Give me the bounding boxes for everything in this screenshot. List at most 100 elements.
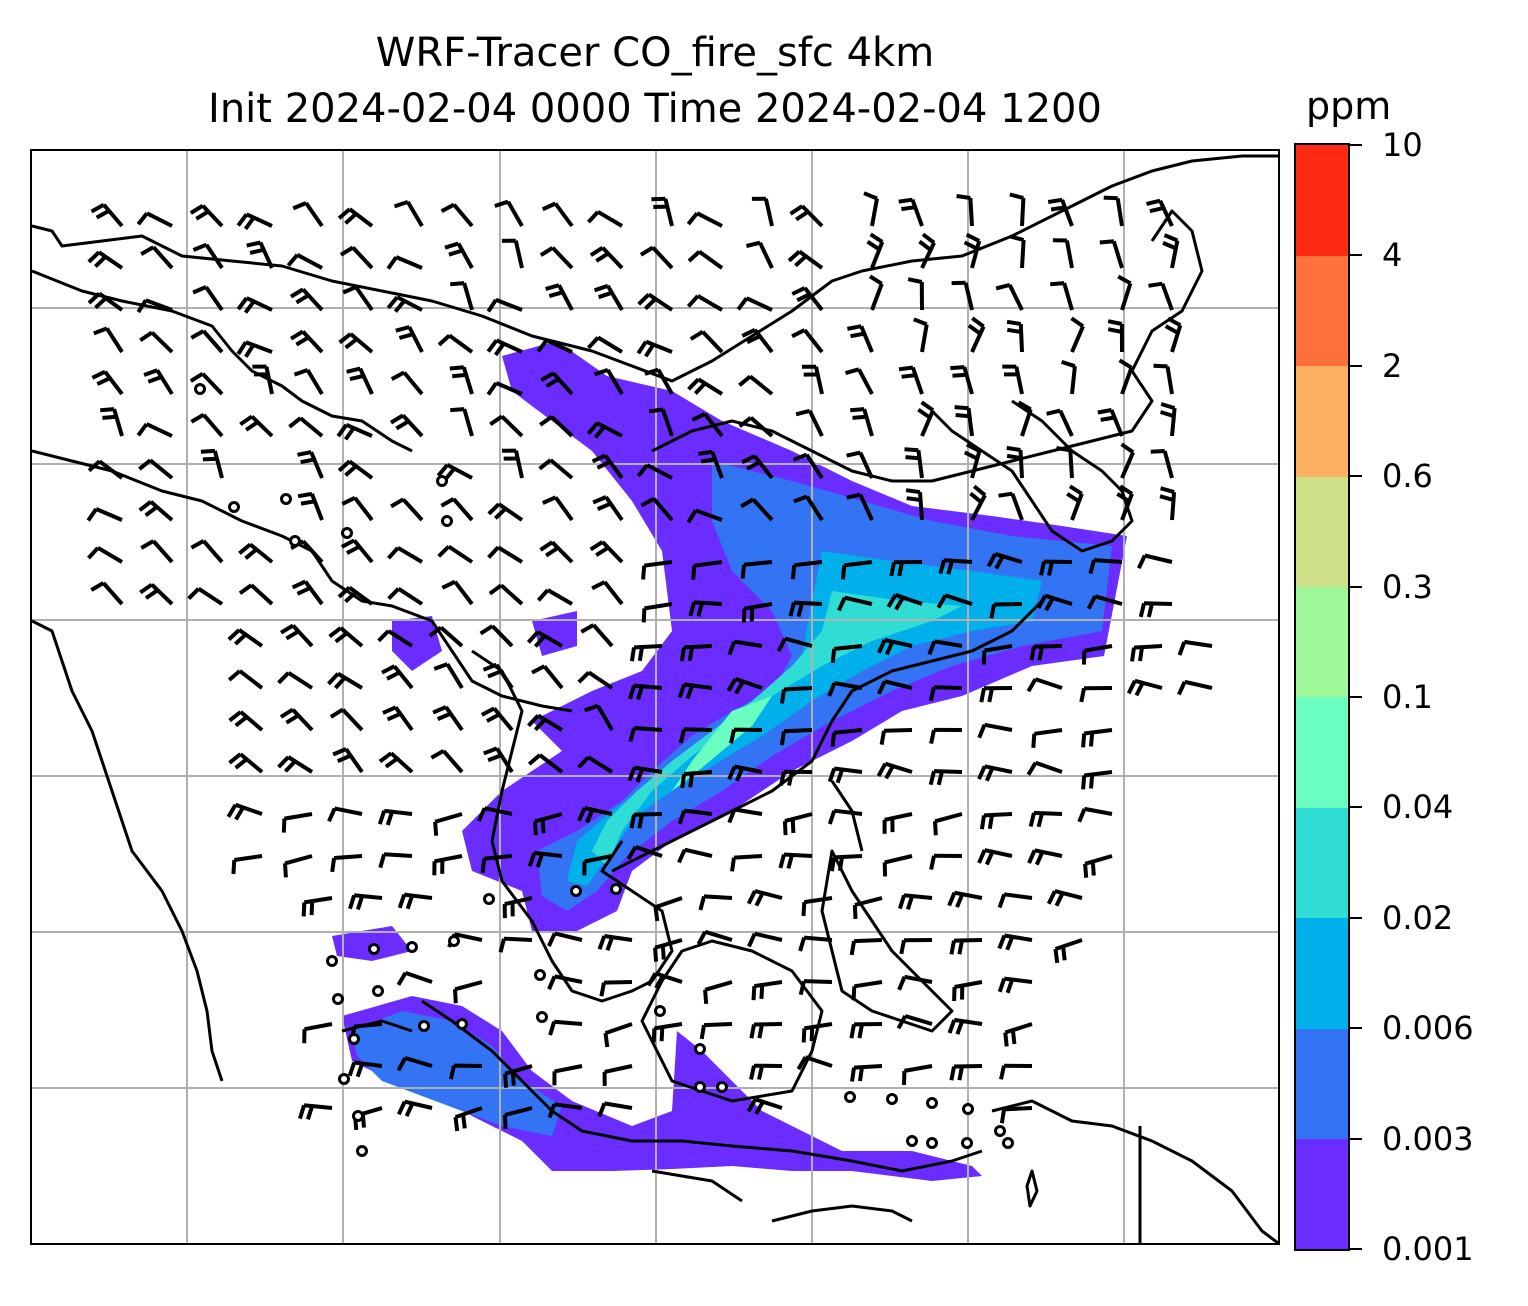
wind-barb-feather <box>936 770 944 786</box>
wind-barb-feather <box>1070 316 1085 328</box>
wind-barb-feather <box>977 849 987 864</box>
wind-barb-feather <box>1117 274 1132 286</box>
wind-barb <box>1109 409 1124 437</box>
wind-barb <box>258 241 274 269</box>
colorbar-tick <box>1350 916 1362 919</box>
wind-barb-feather <box>283 863 288 878</box>
wind-barb-feather <box>746 460 761 471</box>
colorbar-segment <box>1296 145 1348 256</box>
wind-barb-feather <box>796 1056 808 1071</box>
wind-barb-feather <box>289 287 305 299</box>
wind-barb-feather <box>231 859 237 875</box>
wind-barb-feather <box>757 1065 764 1080</box>
wind-barb <box>304 201 324 228</box>
wind-barb-feather <box>849 940 856 956</box>
wind-barb-feather <box>297 450 312 457</box>
wind-barb-feather <box>486 298 498 313</box>
wind-barb <box>238 669 264 690</box>
wind-barb-feather <box>1054 892 1065 907</box>
wind-barb <box>604 1022 633 1035</box>
wind-barb <box>647 292 674 312</box>
wind-barb <box>754 889 783 900</box>
wind-barb-feather <box>450 407 465 413</box>
wind-barb-feather <box>977 724 987 739</box>
wind-barb <box>805 495 824 522</box>
wind-barb <box>1018 323 1024 353</box>
wind-barb <box>601 246 624 270</box>
wind-barb <box>403 892 433 900</box>
wind-barb-feather <box>981 650 987 665</box>
wind-barb-feather <box>344 464 358 477</box>
wind-barb-feather <box>1149 205 1164 214</box>
wind-barb-feather <box>1077 808 1087 823</box>
calm-wind-circle <box>289 535 301 547</box>
wind-barb <box>748 374 774 396</box>
wind-barb-feather <box>592 495 607 505</box>
wind-barb-feather <box>548 1021 557 1036</box>
wind-barb <box>984 848 1013 858</box>
wind-barb-feather <box>863 191 878 201</box>
wind-barb <box>644 602 673 611</box>
wind-barb-feather <box>796 602 804 618</box>
wind-barb-feather <box>1006 327 1022 334</box>
wind-barb-feather <box>809 1027 815 1042</box>
wind-barb-feather <box>1089 774 1095 789</box>
wind-barb <box>654 896 683 909</box>
wind-barb <box>150 583 174 606</box>
wind-barb <box>807 409 824 437</box>
wind-barb-feather <box>291 579 307 590</box>
wind-barb-feather <box>898 197 913 204</box>
wind-barb-feather <box>678 728 686 744</box>
colorbar-tick <box>1350 364 1362 367</box>
wind-barb <box>354 285 374 312</box>
wind-barb <box>303 896 333 905</box>
wind-barb-feather <box>355 895 365 911</box>
wind-barb-feather <box>295 293 310 305</box>
wind-barb <box>353 496 374 522</box>
wind-barb-feather <box>648 407 664 414</box>
wind-barb-feather <box>296 586 311 596</box>
wind-barb-feather <box>1103 195 1118 201</box>
wind-barb <box>733 639 763 648</box>
map-panel[interactable] <box>30 149 1280 1245</box>
wind-barb <box>953 1064 983 1069</box>
wind-barb <box>1033 644 1063 649</box>
wind-barb <box>833 854 863 860</box>
wind-barb-feather <box>536 339 549 353</box>
wind-barb <box>1084 806 1113 816</box>
wind-barb-feather <box>1120 442 1135 454</box>
wind-barb-feather <box>535 853 545 868</box>
wind-barb-feather <box>539 540 554 552</box>
wind-barb-feather <box>378 751 393 764</box>
wind-barb-feather <box>1116 492 1131 503</box>
colorbar-tick-label: 0.04 <box>1382 788 1454 827</box>
wind-barb <box>301 330 324 354</box>
wind-barb-feather <box>90 581 105 592</box>
wind-barb-feather <box>897 561 904 577</box>
wind-barb-feather <box>236 213 249 227</box>
wind-barb-feather <box>651 196 666 202</box>
wind-barb <box>245 296 273 312</box>
wind-barb-feather <box>147 375 163 384</box>
wind-barb-feather <box>957 1065 964 1081</box>
wind-barb-feather <box>338 332 352 345</box>
wind-barb-feather <box>979 687 986 703</box>
wind-barb <box>646 463 673 480</box>
wind-barb-feather <box>605 936 615 951</box>
wind-barb <box>101 581 124 606</box>
wind-barb <box>1120 493 1134 521</box>
wind-barb <box>383 852 413 858</box>
wind-barb-feather <box>997 977 1007 993</box>
wind-barb <box>102 203 124 228</box>
wind-barb-feather <box>390 370 406 381</box>
wind-barb <box>404 971 433 984</box>
wind-barb-feather <box>795 210 809 222</box>
wind-barb <box>606 368 624 396</box>
wind-barb <box>513 240 524 269</box>
wind-barb-feather <box>144 505 159 517</box>
graticule <box>32 151 1278 1243</box>
wind-barb <box>1133 644 1163 650</box>
wind-barb-feather <box>546 932 557 947</box>
wind-barb <box>284 854 313 866</box>
calm-wind-circle <box>456 1018 468 1030</box>
